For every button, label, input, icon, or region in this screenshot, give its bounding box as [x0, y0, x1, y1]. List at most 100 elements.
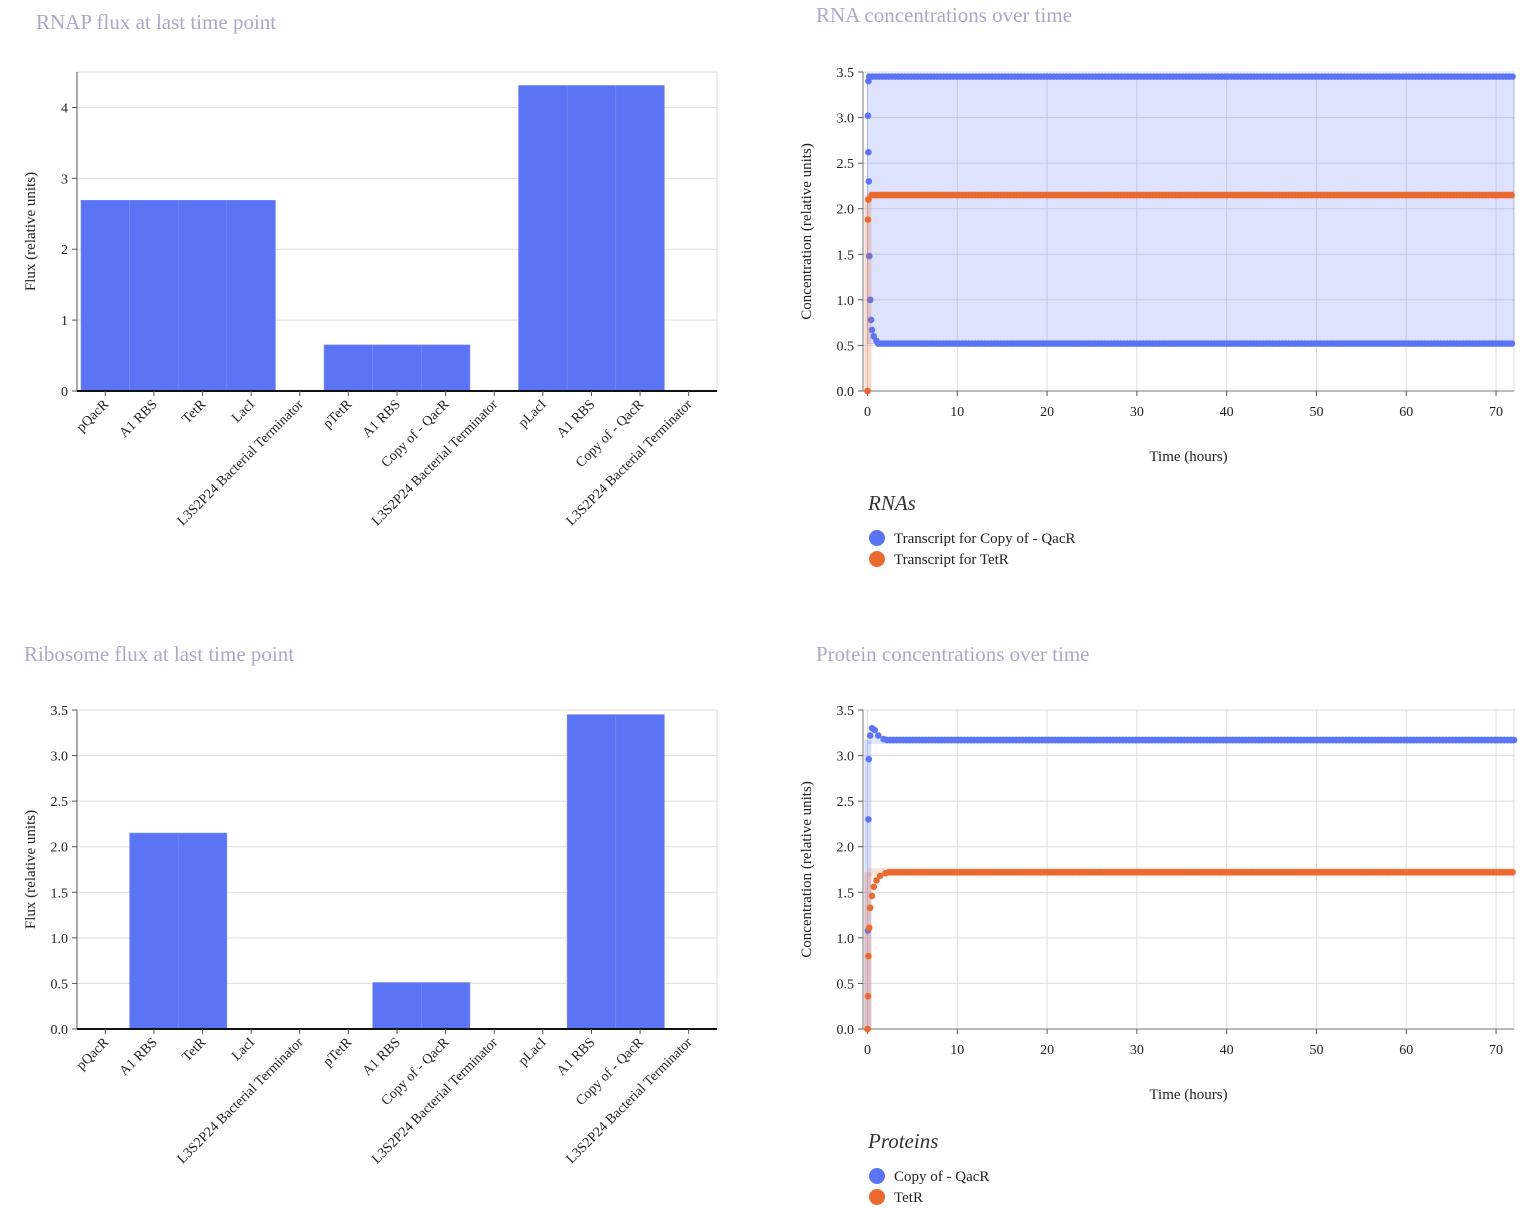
- y-tick-label: 0.5: [51, 977, 69, 992]
- y-tick-label: 3.5: [837, 704, 855, 719]
- data-point: [864, 112, 872, 120]
- x-tick-label: pQacR: [74, 397, 113, 436]
- bar: [80, 200, 130, 392]
- x-axis-label: Time (hours): [1149, 449, 1227, 465]
- x-tick-label: 10: [950, 405, 964, 420]
- y-tick-label: 3: [61, 172, 68, 187]
- data-point: [865, 924, 873, 932]
- x-tick-label: A1 RBS: [117, 1035, 161, 1079]
- data-point: [1510, 736, 1518, 744]
- bar: [323, 344, 373, 392]
- y-tick-label: 2.5: [837, 157, 855, 172]
- data-point: [874, 732, 882, 739]
- x-tick-label: A1 RBS: [554, 1035, 598, 1079]
- data-point: [867, 316, 875, 324]
- data-point: [865, 196, 872, 203]
- y-tick-label: 1: [61, 314, 68, 329]
- bar: [129, 832, 179, 1030]
- x-tick-label: 40: [1220, 405, 1234, 420]
- y-tick-label: 2.5: [51, 795, 69, 810]
- data-point: [876, 872, 884, 880]
- protein-concentration-chart: 0.0 0.5 1.0 1.5 2.0 2.5 3.0 3.5 0 10 20 30 40 50 60 70 T…: [799, 704, 1518, 1206]
- bar: [421, 344, 471, 392]
- series-1: [864, 73, 1516, 395]
- x-tick-label: 70: [1489, 405, 1503, 420]
- y-tick-label: 4: [61, 101, 68, 116]
- y-tick-label: 2.0: [837, 203, 855, 218]
- legend-swatch: [869, 530, 885, 546]
- y-tick-label: 0.5: [837, 339, 855, 354]
- x-tick-label: A1 RBS: [554, 397, 598, 441]
- x-axis-label: Time (hours): [1149, 1087, 1227, 1103]
- data-point: [866, 904, 874, 912]
- bar: [372, 982, 422, 1030]
- rnap-flux-title: RNAP flux at last time point: [36, 10, 277, 34]
- y-tick-label: 3.5: [51, 704, 69, 719]
- y-tick-label: 1.0: [837, 294, 855, 309]
- series-2: [864, 868, 1516, 1033]
- ribosome-flux-panel: Ribosome flux at last time point 0.0 0.5 1…: [0, 638, 760, 1208]
- data-point: [868, 892, 876, 900]
- x-tick-label: LacI: [229, 397, 258, 426]
- y-tick-label: 0.0: [837, 1023, 855, 1038]
- data-point: [864, 387, 871, 395]
- data-point: [865, 816, 872, 823]
- x-tick-label: pLacI: [516, 397, 550, 431]
- y-tick-label: 3.5: [837, 66, 855, 81]
- data-point: [873, 877, 880, 884]
- bar: [226, 200, 276, 392]
- data-point: [865, 178, 873, 185]
- legend-entry: TetR: [894, 1190, 923, 1206]
- y-tick-label: 0: [61, 385, 68, 400]
- x-tick-label: 30: [1130, 405, 1144, 420]
- x-tick-label: 60: [1399, 405, 1413, 420]
- protein-concentration-title: Protein concentrations over time: [816, 642, 1090, 666]
- x-tick-label: A1 RBS: [360, 1035, 404, 1079]
- bar: [421, 982, 471, 1030]
- x-tick-label: 50: [1309, 405, 1323, 420]
- x-tick-label: TetR: [180, 397, 210, 427]
- data-point: [864, 216, 872, 223]
- bar: [566, 85, 617, 392]
- x-tick-label: 70: [1489, 1043, 1503, 1058]
- series-2: [864, 191, 1515, 395]
- data-point: [865, 755, 873, 763]
- protein-concentration-panel: Protein concentrations over time 0.0 0.5 1…: [780, 638, 1526, 1208]
- series-rise-band: [864, 740, 872, 1029]
- bar: [566, 714, 617, 1030]
- x-tick-label: 30: [1130, 1043, 1144, 1058]
- data-point: [866, 732, 874, 739]
- bar: [518, 85, 568, 392]
- y-axis-label: Concentration (relative units): [799, 143, 815, 320]
- data-point: [865, 952, 872, 960]
- y-axis-label: Concentration (relative units): [799, 781, 815, 958]
- y-tick-label: 1.5: [837, 248, 855, 263]
- x-tick-label: 40: [1220, 1043, 1234, 1058]
- data-point: [1509, 73, 1516, 80]
- y-tick-label: 0.5: [837, 977, 855, 992]
- legend-swatch: [869, 1168, 885, 1184]
- y-tick-label: 3.0: [837, 750, 855, 765]
- legend-entry: Copy of - QacR: [894, 1169, 989, 1185]
- data-point: [864, 1025, 871, 1033]
- rna-concentration-panel: RNA concentrations over time 0.0 0.5 1.0 1.…: [780, 0, 1526, 600]
- x-tick-label: 60: [1399, 1043, 1413, 1058]
- legend-title: Proteins: [867, 1129, 938, 1153]
- y-tick-label: 2: [61, 243, 68, 258]
- y-axis-label: Flux (relative units): [23, 810, 39, 929]
- x-tick-label: pQacR: [74, 1035, 113, 1074]
- bar: [372, 344, 422, 392]
- y-tick-label: 0.0: [51, 1023, 69, 1038]
- y-tick-label: 1.5: [837, 886, 855, 901]
- series-rise-band: [864, 872, 872, 1029]
- legend-title: RNAs: [867, 491, 916, 515]
- y-tick-label: 2.5: [837, 795, 855, 810]
- y-tick-label: 1.5: [51, 886, 69, 901]
- y-tick-label: 1.0: [837, 932, 855, 947]
- y-tick-label: 3.0: [51, 750, 69, 765]
- data-point: [868, 326, 876, 334]
- x-tick-label: pLacI: [516, 1035, 550, 1069]
- series-1: [864, 724, 1518, 1033]
- x-tick-label: TetR: [180, 1035, 210, 1065]
